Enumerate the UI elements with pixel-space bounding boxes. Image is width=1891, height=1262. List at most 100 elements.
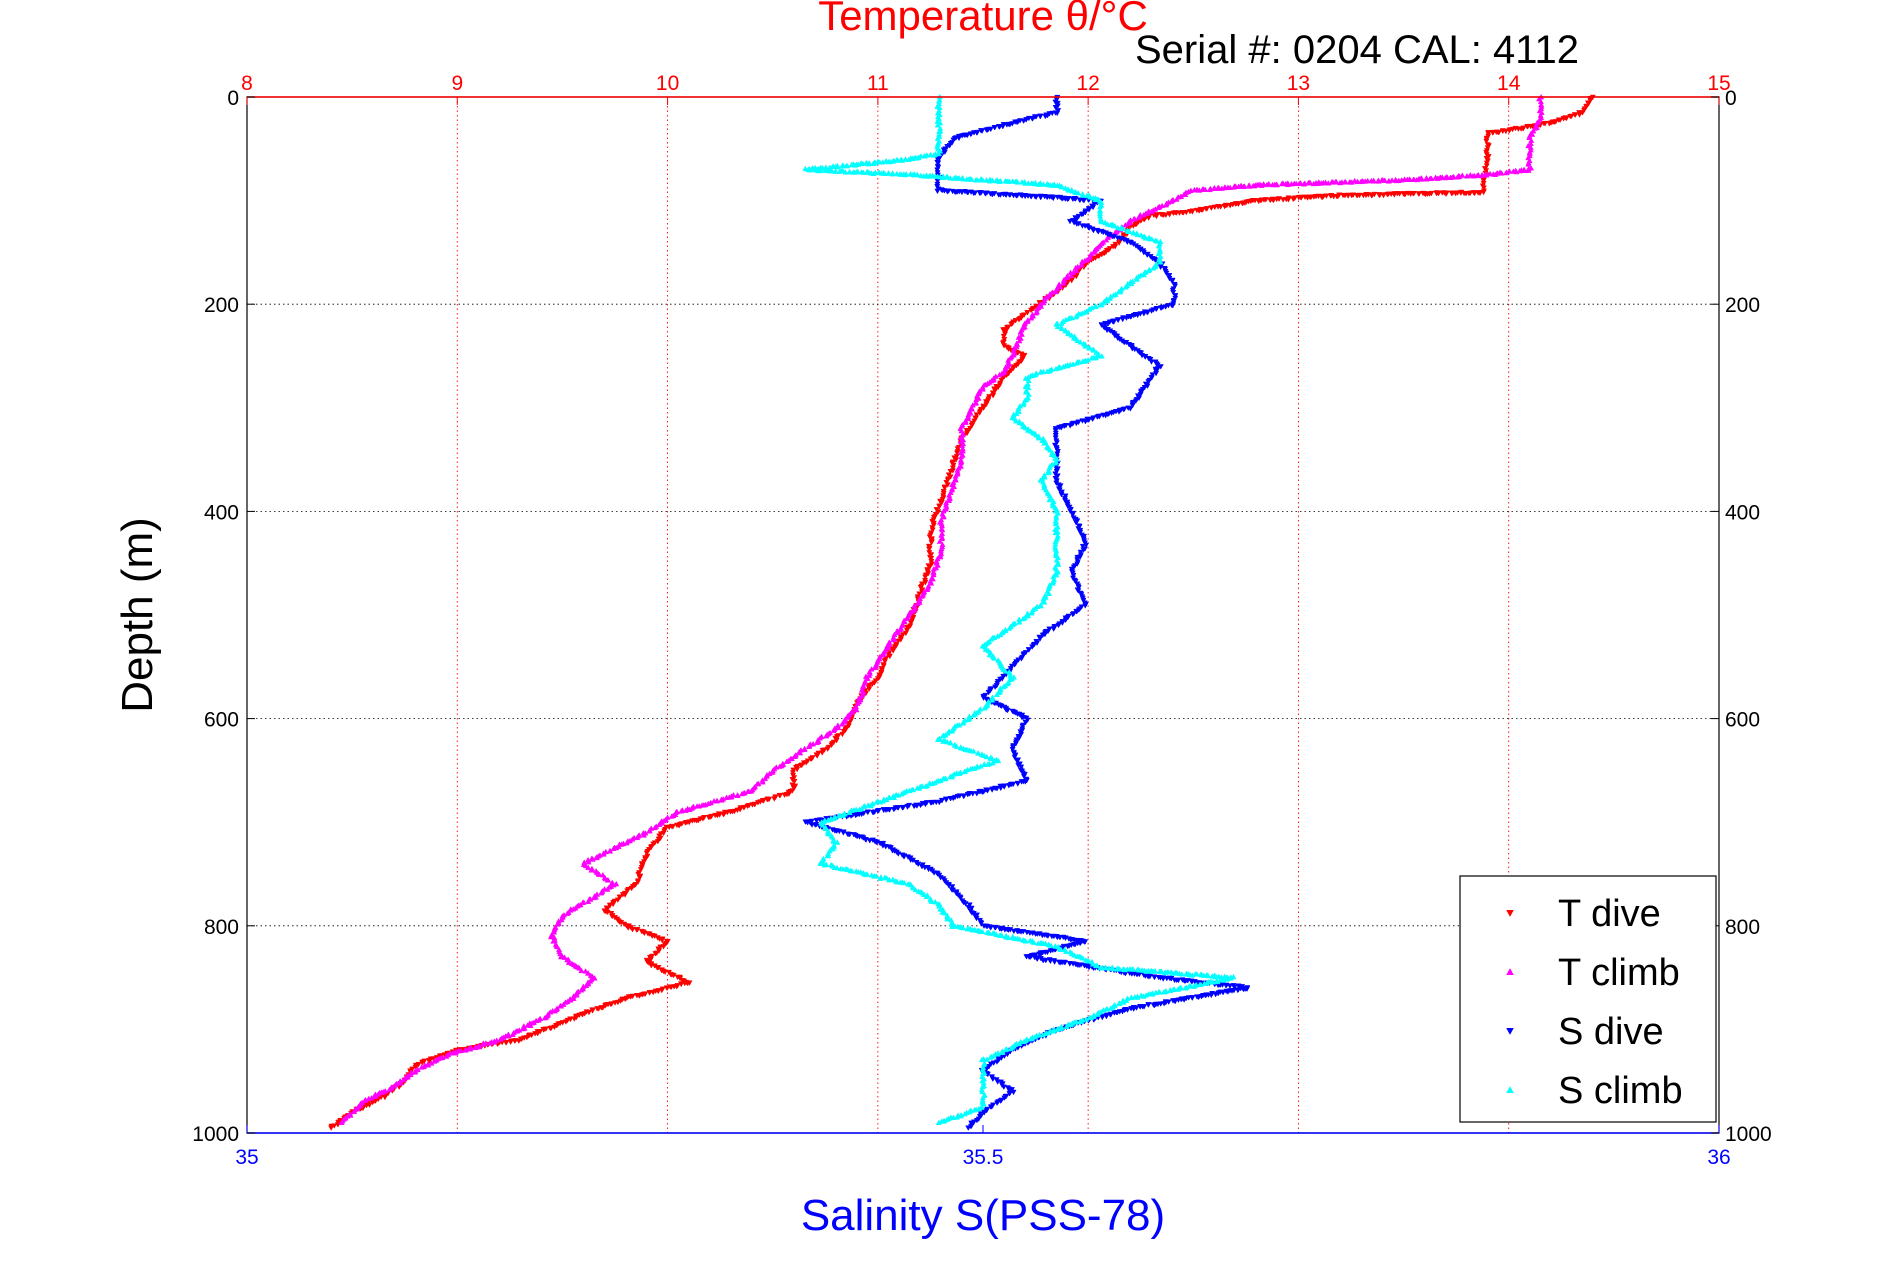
data-point bbox=[1058, 325, 1065, 332]
data-point bbox=[1079, 358, 1086, 364]
data-point bbox=[1034, 956, 1041, 963]
data-point bbox=[606, 848, 613, 854]
data-point bbox=[944, 915, 951, 922]
data-point bbox=[1008, 1087, 1015, 1093]
data-point bbox=[938, 1118, 945, 1124]
data-point bbox=[840, 729, 847, 735]
data-point bbox=[791, 778, 798, 785]
data-point bbox=[386, 1086, 393, 1093]
data-point bbox=[1060, 280, 1067, 286]
data-point bbox=[1037, 195, 1044, 201]
data-point bbox=[835, 812, 842, 818]
data-point bbox=[365, 1095, 372, 1102]
data-point bbox=[957, 895, 964, 901]
data-point bbox=[1134, 231, 1141, 237]
depth-tick-label-right: 1000 bbox=[1725, 1123, 1772, 1146]
data-point bbox=[1167, 986, 1174, 993]
data-point bbox=[1193, 971, 1200, 977]
data-point bbox=[996, 371, 1003, 378]
data-point bbox=[1002, 1046, 1009, 1053]
data-point bbox=[564, 910, 571, 916]
data-point bbox=[1099, 1014, 1106, 1021]
data-point bbox=[834, 864, 841, 871]
data-point bbox=[1045, 590, 1053, 596]
data-point bbox=[1483, 163, 1490, 169]
data-point bbox=[1041, 440, 1048, 446]
data-point bbox=[1037, 114, 1044, 120]
data-point bbox=[900, 854, 908, 860]
data-point bbox=[670, 972, 677, 979]
data-point bbox=[1006, 625, 1013, 631]
data-point bbox=[946, 497, 953, 503]
data-point bbox=[1327, 193, 1334, 199]
data-point bbox=[558, 1003, 565, 1009]
data-point bbox=[718, 797, 725, 803]
data-point bbox=[1546, 121, 1553, 127]
data-point bbox=[881, 659, 888, 665]
temperature-tick-label: 15 bbox=[1707, 72, 1730, 95]
data-point bbox=[1432, 174, 1439, 180]
data-point bbox=[790, 767, 797, 774]
data-point bbox=[991, 191, 998, 197]
data-point bbox=[1107, 1005, 1114, 1011]
data-point bbox=[1040, 299, 1047, 306]
depth-tick-label-left: 1000 bbox=[192, 1123, 239, 1146]
data-point bbox=[610, 845, 617, 851]
data-point bbox=[1138, 232, 1145, 238]
data-point bbox=[947, 796, 954, 802]
data-point bbox=[1054, 100, 1061, 107]
data-point bbox=[1189, 995, 1196, 1002]
legend-marker bbox=[1506, 910, 1514, 917]
data-point bbox=[1158, 968, 1165, 974]
data-point bbox=[939, 733, 946, 739]
data-point bbox=[605, 877, 612, 883]
data-point bbox=[1154, 238, 1161, 244]
data-point bbox=[694, 803, 701, 809]
data-point bbox=[994, 633, 1001, 639]
data-point bbox=[941, 485, 948, 491]
data-point bbox=[927, 151, 934, 158]
data-point bbox=[911, 803, 918, 810]
data-point bbox=[1152, 989, 1160, 995]
data-point bbox=[1052, 529, 1059, 536]
data-point bbox=[936, 538, 943, 544]
data-point bbox=[971, 1106, 978, 1113]
data-point bbox=[997, 177, 1004, 184]
data-point bbox=[1133, 276, 1140, 282]
data-point bbox=[431, 1058, 438, 1064]
data-point bbox=[1000, 683, 1007, 690]
data-point bbox=[936, 736, 943, 742]
data-point bbox=[903, 628, 911, 634]
data-point bbox=[565, 959, 572, 965]
data-point bbox=[1138, 992, 1145, 998]
data-point bbox=[972, 190, 979, 196]
series-s-climb bbox=[802, 93, 1237, 1125]
data-point bbox=[1128, 280, 1135, 287]
data-point bbox=[1046, 496, 1053, 503]
data-point bbox=[1448, 191, 1455, 197]
data-point bbox=[983, 127, 990, 133]
data-point bbox=[864, 675, 871, 682]
data-point bbox=[973, 412, 980, 418]
data-point bbox=[846, 809, 853, 815]
data-point bbox=[813, 739, 821, 746]
data-point bbox=[954, 450, 961, 456]
data-point bbox=[1078, 262, 1085, 268]
data-point bbox=[1122, 284, 1129, 290]
data-point bbox=[1037, 636, 1044, 642]
data-point bbox=[995, 384, 1002, 391]
data-point bbox=[904, 615, 911, 621]
data-point bbox=[978, 1056, 985, 1063]
data-point bbox=[830, 727, 837, 733]
data-point bbox=[870, 160, 877, 166]
data-point bbox=[835, 724, 842, 731]
data-point bbox=[936, 504, 943, 510]
data-point bbox=[1014, 781, 1021, 787]
data-point bbox=[863, 870, 871, 877]
data-point bbox=[593, 854, 600, 861]
data-point bbox=[1052, 460, 1059, 466]
data-point bbox=[1250, 182, 1257, 189]
data-point bbox=[836, 828, 843, 835]
data-point bbox=[1182, 984, 1189, 991]
data-point bbox=[885, 170, 892, 176]
